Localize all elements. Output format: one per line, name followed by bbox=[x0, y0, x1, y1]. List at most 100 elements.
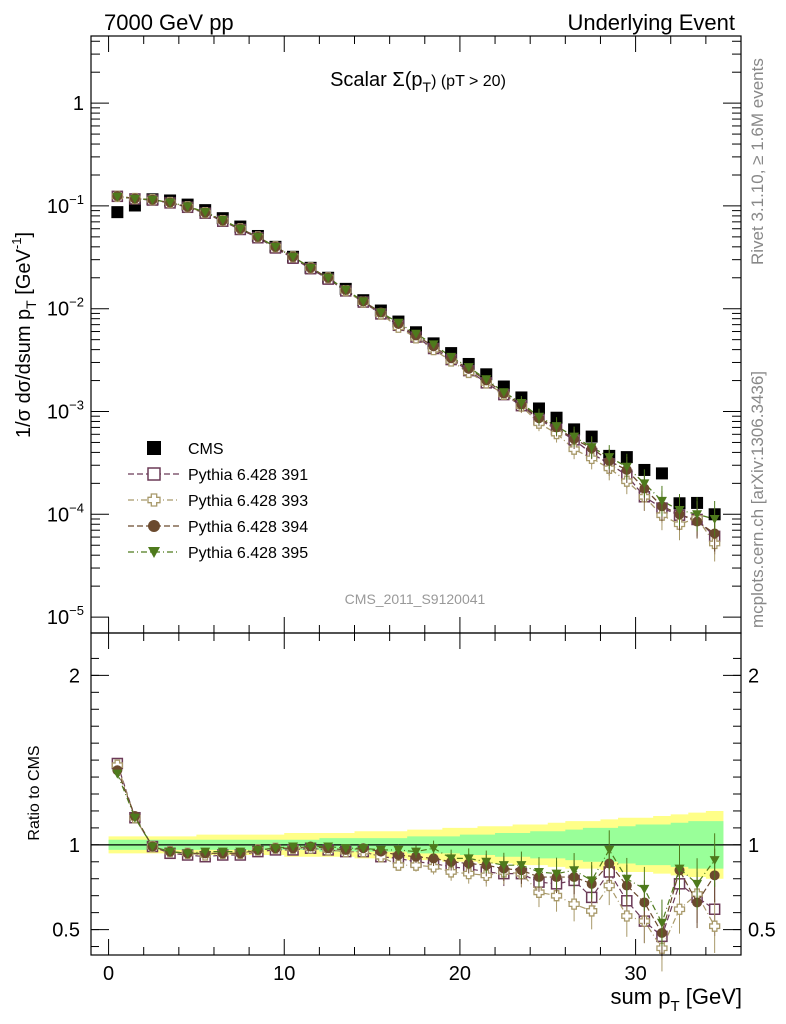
ratio-y-tick-label: 0.5 bbox=[52, 920, 80, 942]
data-point bbox=[428, 340, 439, 350]
legend-marker bbox=[147, 493, 161, 507]
data-point bbox=[568, 443, 580, 455]
ratio-point bbox=[569, 866, 580, 876]
ratio-point bbox=[112, 769, 123, 779]
data-point bbox=[393, 318, 404, 328]
ratio-point bbox=[428, 844, 439, 854]
ratio-point bbox=[586, 876, 597, 886]
ratio-point bbox=[129, 813, 140, 823]
data-point bbox=[709, 514, 720, 524]
data-point bbox=[147, 195, 158, 205]
x-tick-label: 30 bbox=[624, 963, 646, 985]
data-point bbox=[217, 215, 228, 225]
ratio-point bbox=[323, 842, 334, 852]
x-tick-label: 0 bbox=[103, 963, 114, 985]
main-plot-panel: 10−5 10−4 10−3 10−2 10−1 1 Scalar Σ(pT) (pT >… bbox=[9, 35, 742, 634]
ratio-point bbox=[270, 844, 281, 854]
data-point bbox=[569, 432, 580, 442]
data-point bbox=[463, 363, 474, 373]
ratio-point bbox=[498, 861, 509, 871]
data-point bbox=[621, 462, 632, 472]
main-axis-ticks: 10−5 10−4 10−3 10−2 10−1 1 bbox=[47, 36, 741, 633]
ratio-point bbox=[692, 879, 703, 889]
ratio-point bbox=[200, 847, 211, 857]
y-tick-label: 1 bbox=[73, 93, 84, 115]
ratio-y-tick-label-right: 2 bbox=[748, 665, 759, 687]
legend-marker bbox=[148, 547, 160, 558]
ratio-point bbox=[446, 854, 457, 864]
ratio-point bbox=[533, 886, 545, 898]
ratio-point bbox=[410, 859, 422, 871]
data-point bbox=[270, 242, 281, 252]
data-point bbox=[674, 506, 685, 516]
legend-label: Pythia 6.428 393 bbox=[188, 493, 308, 510]
ratio-line-2 bbox=[116, 770, 716, 935]
ratio-point bbox=[235, 847, 246, 857]
ratio-line-3 bbox=[116, 773, 716, 925]
data-point bbox=[586, 443, 597, 453]
ratio-point bbox=[673, 903, 686, 915]
ratio-point bbox=[411, 847, 421, 857]
ratio-point bbox=[393, 845, 404, 855]
ratio-uncertainty-band bbox=[91, 810, 741, 879]
data-point bbox=[498, 388, 509, 398]
ratio-point bbox=[358, 844, 369, 854]
ratio-point bbox=[463, 868, 475, 880]
y-tick-label: 10−1 bbox=[47, 192, 84, 218]
data-point bbox=[375, 308, 386, 318]
data-point bbox=[235, 224, 246, 234]
ratio-point bbox=[252, 845, 263, 855]
ratio-point bbox=[708, 920, 721, 932]
ratio-y-tick-label: 2 bbox=[69, 665, 80, 687]
legend-marker bbox=[148, 520, 160, 532]
chart-title: Scalar Σ(pT) (pT > 20) bbox=[330, 69, 506, 95]
ratio-point bbox=[586, 905, 598, 917]
data-point bbox=[129, 194, 140, 204]
ratio-point bbox=[551, 869, 562, 879]
y-tick-label: 10−4 bbox=[47, 500, 84, 526]
ratio-point bbox=[550, 890, 563, 902]
data-point bbox=[639, 479, 650, 489]
x-tick-label: 20 bbox=[449, 963, 471, 985]
y-tick-label: 10−3 bbox=[47, 398, 84, 424]
rivet-label: Rivet 3.1.10, ≥ 1.6M events bbox=[748, 58, 767, 265]
x-tick-label: 10 bbox=[273, 963, 295, 985]
data-point bbox=[516, 398, 527, 408]
ratio-point bbox=[182, 849, 193, 859]
header-left: 7000 GeV pp bbox=[104, 10, 234, 35]
ratio-point bbox=[604, 845, 615, 855]
data-point bbox=[200, 208, 211, 218]
data-point bbox=[532, 402, 545, 415]
data-point bbox=[111, 206, 124, 219]
mcplots-label: mcplots.cern.ch [arXiv:1306.3436] bbox=[748, 371, 767, 628]
ratio-y-tick-label: 1 bbox=[69, 835, 80, 857]
y-tick-label: 10−2 bbox=[47, 295, 84, 321]
ratio-point bbox=[639, 884, 650, 894]
y-tick-label: 10−5 bbox=[47, 603, 84, 629]
ratio-point bbox=[217, 847, 228, 857]
ratio-point bbox=[340, 844, 351, 854]
data-point bbox=[692, 510, 703, 520]
data-point bbox=[656, 496, 667, 506]
ratio-point bbox=[533, 867, 544, 877]
data-point bbox=[551, 422, 562, 432]
y-axis-label: 1/σ dσ/dsum pT [GeV-1] bbox=[9, 232, 39, 438]
ratio-point bbox=[428, 853, 439, 864]
legend: CMS Pythia 6.428 391 Pythia 6.428 393 Pythi… bbox=[128, 441, 308, 562]
data-point bbox=[533, 412, 544, 422]
legend-marker bbox=[147, 441, 161, 455]
header-right: Underlying Event bbox=[567, 10, 735, 35]
ratio-point bbox=[621, 910, 633, 922]
legend-label: Pythia 6.428 391 bbox=[188, 467, 308, 484]
main-series-layer bbox=[111, 190, 721, 562]
data-point bbox=[446, 352, 457, 362]
data-point bbox=[655, 467, 668, 480]
ratio-line-0 bbox=[116, 763, 715, 938]
ratio-point bbox=[603, 879, 615, 892]
ratio-point bbox=[392, 859, 405, 871]
data-point bbox=[481, 375, 492, 385]
ratio-plot-panel: 0.5 0.51 12 20 10 20 30 Ratio to CMS sum pT [G… bbox=[26, 632, 776, 1015]
legend-marker bbox=[147, 467, 161, 481]
ratio-y-tick-label-right: 0.5 bbox=[748, 920, 776, 942]
